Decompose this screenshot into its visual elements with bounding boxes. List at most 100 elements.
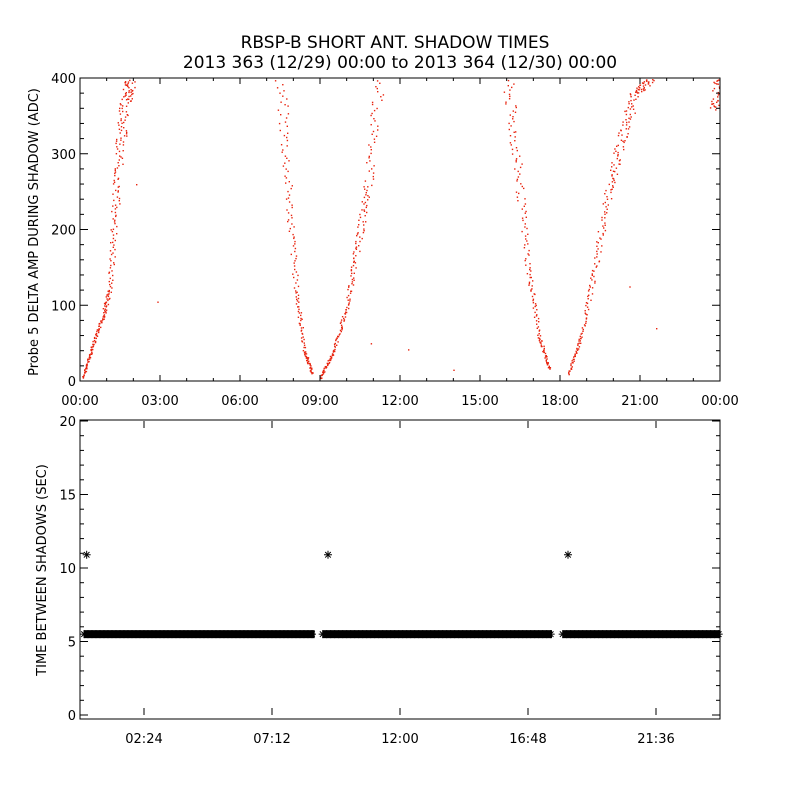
x-tick-label: 00:00 (701, 394, 738, 409)
data-point (91, 353, 93, 355)
data-point (308, 360, 310, 362)
data-point (322, 373, 325, 375)
data-point (507, 85, 509, 87)
data-point (130, 91, 132, 93)
data-point (350, 290, 353, 292)
data-point (352, 264, 355, 267)
data-point (328, 361, 331, 364)
data-point (295, 282, 297, 284)
data-point (529, 268, 531, 271)
data-point (92, 340, 94, 343)
data-point (119, 132, 121, 134)
data-point (102, 316, 104, 318)
data-point (537, 337, 540, 339)
chart-subtitle: 2013 363 (12/29) 00:00 to 2013 364 (12/3… (183, 53, 617, 73)
data-point (101, 320, 103, 322)
data-point (349, 292, 352, 294)
data-point (538, 330, 540, 332)
data-point (370, 146, 372, 148)
data-point (305, 351, 307, 353)
data-point (108, 272, 110, 274)
data-point (541, 340, 543, 342)
data-point (591, 273, 593, 275)
data-point (377, 125, 379, 127)
data-point (713, 87, 716, 90)
data-point (83, 374, 85, 376)
data-point (537, 334, 539, 336)
y-tick-label: 200 (51, 224, 76, 239)
data-point (593, 270, 595, 272)
data-point (351, 281, 354, 283)
data-point (116, 225, 118, 228)
data-point (295, 290, 297, 292)
data-point (576, 352, 578, 354)
data-point (581, 336, 583, 338)
data-point (539, 338, 541, 341)
data-point (112, 218, 114, 220)
data-point (718, 104, 720, 107)
data-point (296, 300, 299, 302)
data-point (122, 144, 125, 146)
data-point (547, 363, 549, 365)
data-point (290, 187, 292, 190)
data-point (717, 94, 720, 96)
data-point (361, 237, 363, 240)
data-point (331, 354, 334, 357)
data-point (524, 203, 527, 205)
data-point (127, 81, 130, 83)
data-point (126, 135, 128, 137)
data-point (515, 105, 517, 107)
data-point (345, 309, 347, 311)
data-point (616, 145, 618, 147)
data-point (622, 124, 624, 126)
data-point (545, 360, 547, 362)
data-point (528, 284, 530, 286)
data-point (105, 309, 108, 311)
data-point (340, 330, 342, 333)
data-point (88, 358, 91, 360)
data-point (105, 311, 107, 313)
data-point (610, 198, 613, 200)
data-point (604, 222, 606, 224)
x-tick-label: 12:00 (381, 394, 418, 409)
data-point (302, 327, 304, 329)
data-point (287, 220, 289, 223)
y-tick-label: 100 (51, 299, 76, 314)
data-point (363, 210, 366, 212)
data-point (286, 157, 288, 159)
outlier-point (136, 184, 138, 186)
data-point (294, 268, 296, 271)
data-point (620, 129, 622, 131)
data-point (105, 301, 108, 303)
data-point (84, 371, 86, 373)
data-point (95, 334, 97, 337)
data-point (644, 84, 647, 86)
data-point (350, 269, 353, 271)
data-point (546, 356, 548, 358)
data-point (543, 351, 545, 354)
data-point (345, 311, 347, 313)
data-point (572, 358, 574, 361)
data-point (628, 121, 630, 123)
data-point (578, 338, 580, 341)
data-point (365, 194, 367, 196)
data-point (109, 285, 112, 288)
data-point (352, 284, 355, 286)
data-point (529, 276, 531, 279)
data-point (288, 160, 290, 162)
x-tick-label: 00:00 (61, 394, 98, 409)
data-point (577, 348, 580, 350)
data-point (96, 335, 99, 337)
data-point (92, 343, 94, 346)
data-point (341, 326, 343, 328)
x-tick-label: 21:00 (621, 394, 658, 409)
x-tick-label: 09:00 (301, 394, 338, 409)
data-point (284, 162, 286, 164)
data-point (372, 175, 374, 178)
data-point (534, 303, 537, 305)
data-point (86, 364, 88, 367)
data-point (576, 347, 578, 350)
data-point (283, 90, 285, 92)
data-point (546, 364, 549, 366)
